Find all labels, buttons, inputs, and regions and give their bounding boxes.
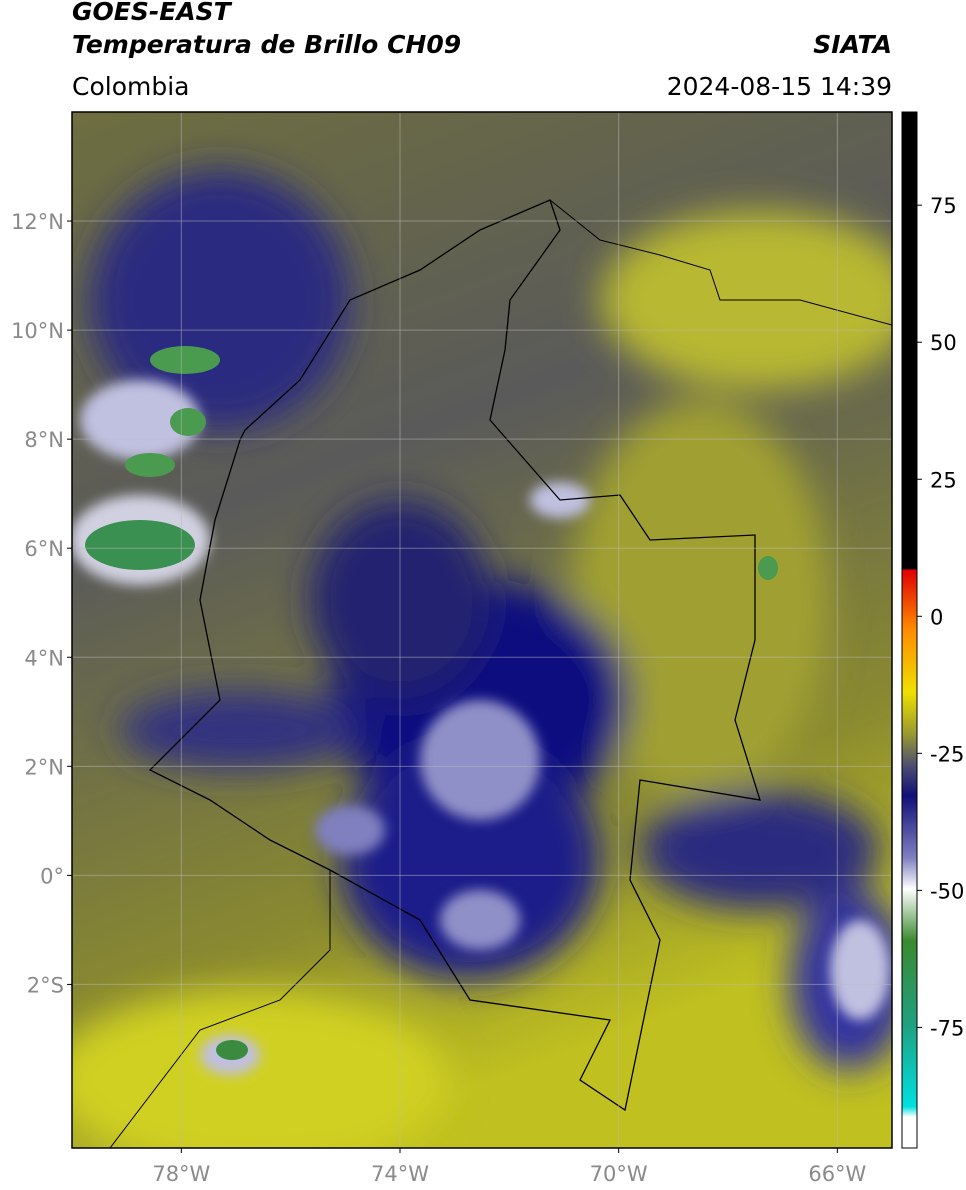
source: SIATA — [813, 30, 892, 59]
cloud-field — [72, 170, 892, 1148]
lat-tick-label: 0° — [40, 864, 64, 888]
region: Colombia — [72, 72, 189, 101]
map-frame — [71, 111, 893, 1149]
lat-tick-label: 8°N — [24, 428, 64, 452]
colorbar-tick-label: -25 — [930, 742, 964, 766]
colorbar-tick-label: 75 — [930, 194, 957, 218]
subtitle: Temperatura de Brillo CH09 — [72, 30, 461, 59]
colorbar-tick-label: 50 — [930, 331, 957, 355]
lon-tick-label: 74°W — [371, 1162, 429, 1186]
coldest-tops — [85, 346, 778, 1060]
colorbar-ticks: 75 50 25 0 -25 -50 -75 — [917, 194, 964, 1040]
lat-tick-label: 4°N — [24, 646, 64, 670]
header: GOES-EAST Temperatura de Brillo CH09 Col… — [72, 0, 892, 101]
lat-tick-label: 12°N — [11, 210, 64, 234]
colorbar-tick-label: 0 — [930, 605, 943, 629]
lat-tick-label: 10°N — [11, 319, 64, 343]
datetime: 2024-08-15 14:39 — [667, 72, 892, 101]
colorbar — [901, 111, 918, 1149]
lat-tick-label: 6°N — [24, 537, 64, 561]
country-border — [148, 199, 761, 1112]
title: GOES-EAST — [72, 0, 233, 26]
colorbar-tick-label: -75 — [930, 1016, 964, 1040]
colorbar-tick-label: 25 — [930, 468, 957, 492]
colorbar-tick-label: -50 — [930, 879, 964, 903]
map-image — [72, 112, 892, 1148]
coastline — [549, 199, 892, 326]
lon-tick-label: 78°W — [152, 1162, 210, 1186]
border — [109, 870, 331, 1148]
lat-tick-label: 2°N — [24, 755, 64, 779]
lon-tick-label: 70°W — [590, 1162, 648, 1186]
lat-tick-label: 2°S — [27, 973, 64, 997]
graticule — [67, 112, 892, 1153]
lon-tick-label: 66°W — [808, 1162, 866, 1186]
